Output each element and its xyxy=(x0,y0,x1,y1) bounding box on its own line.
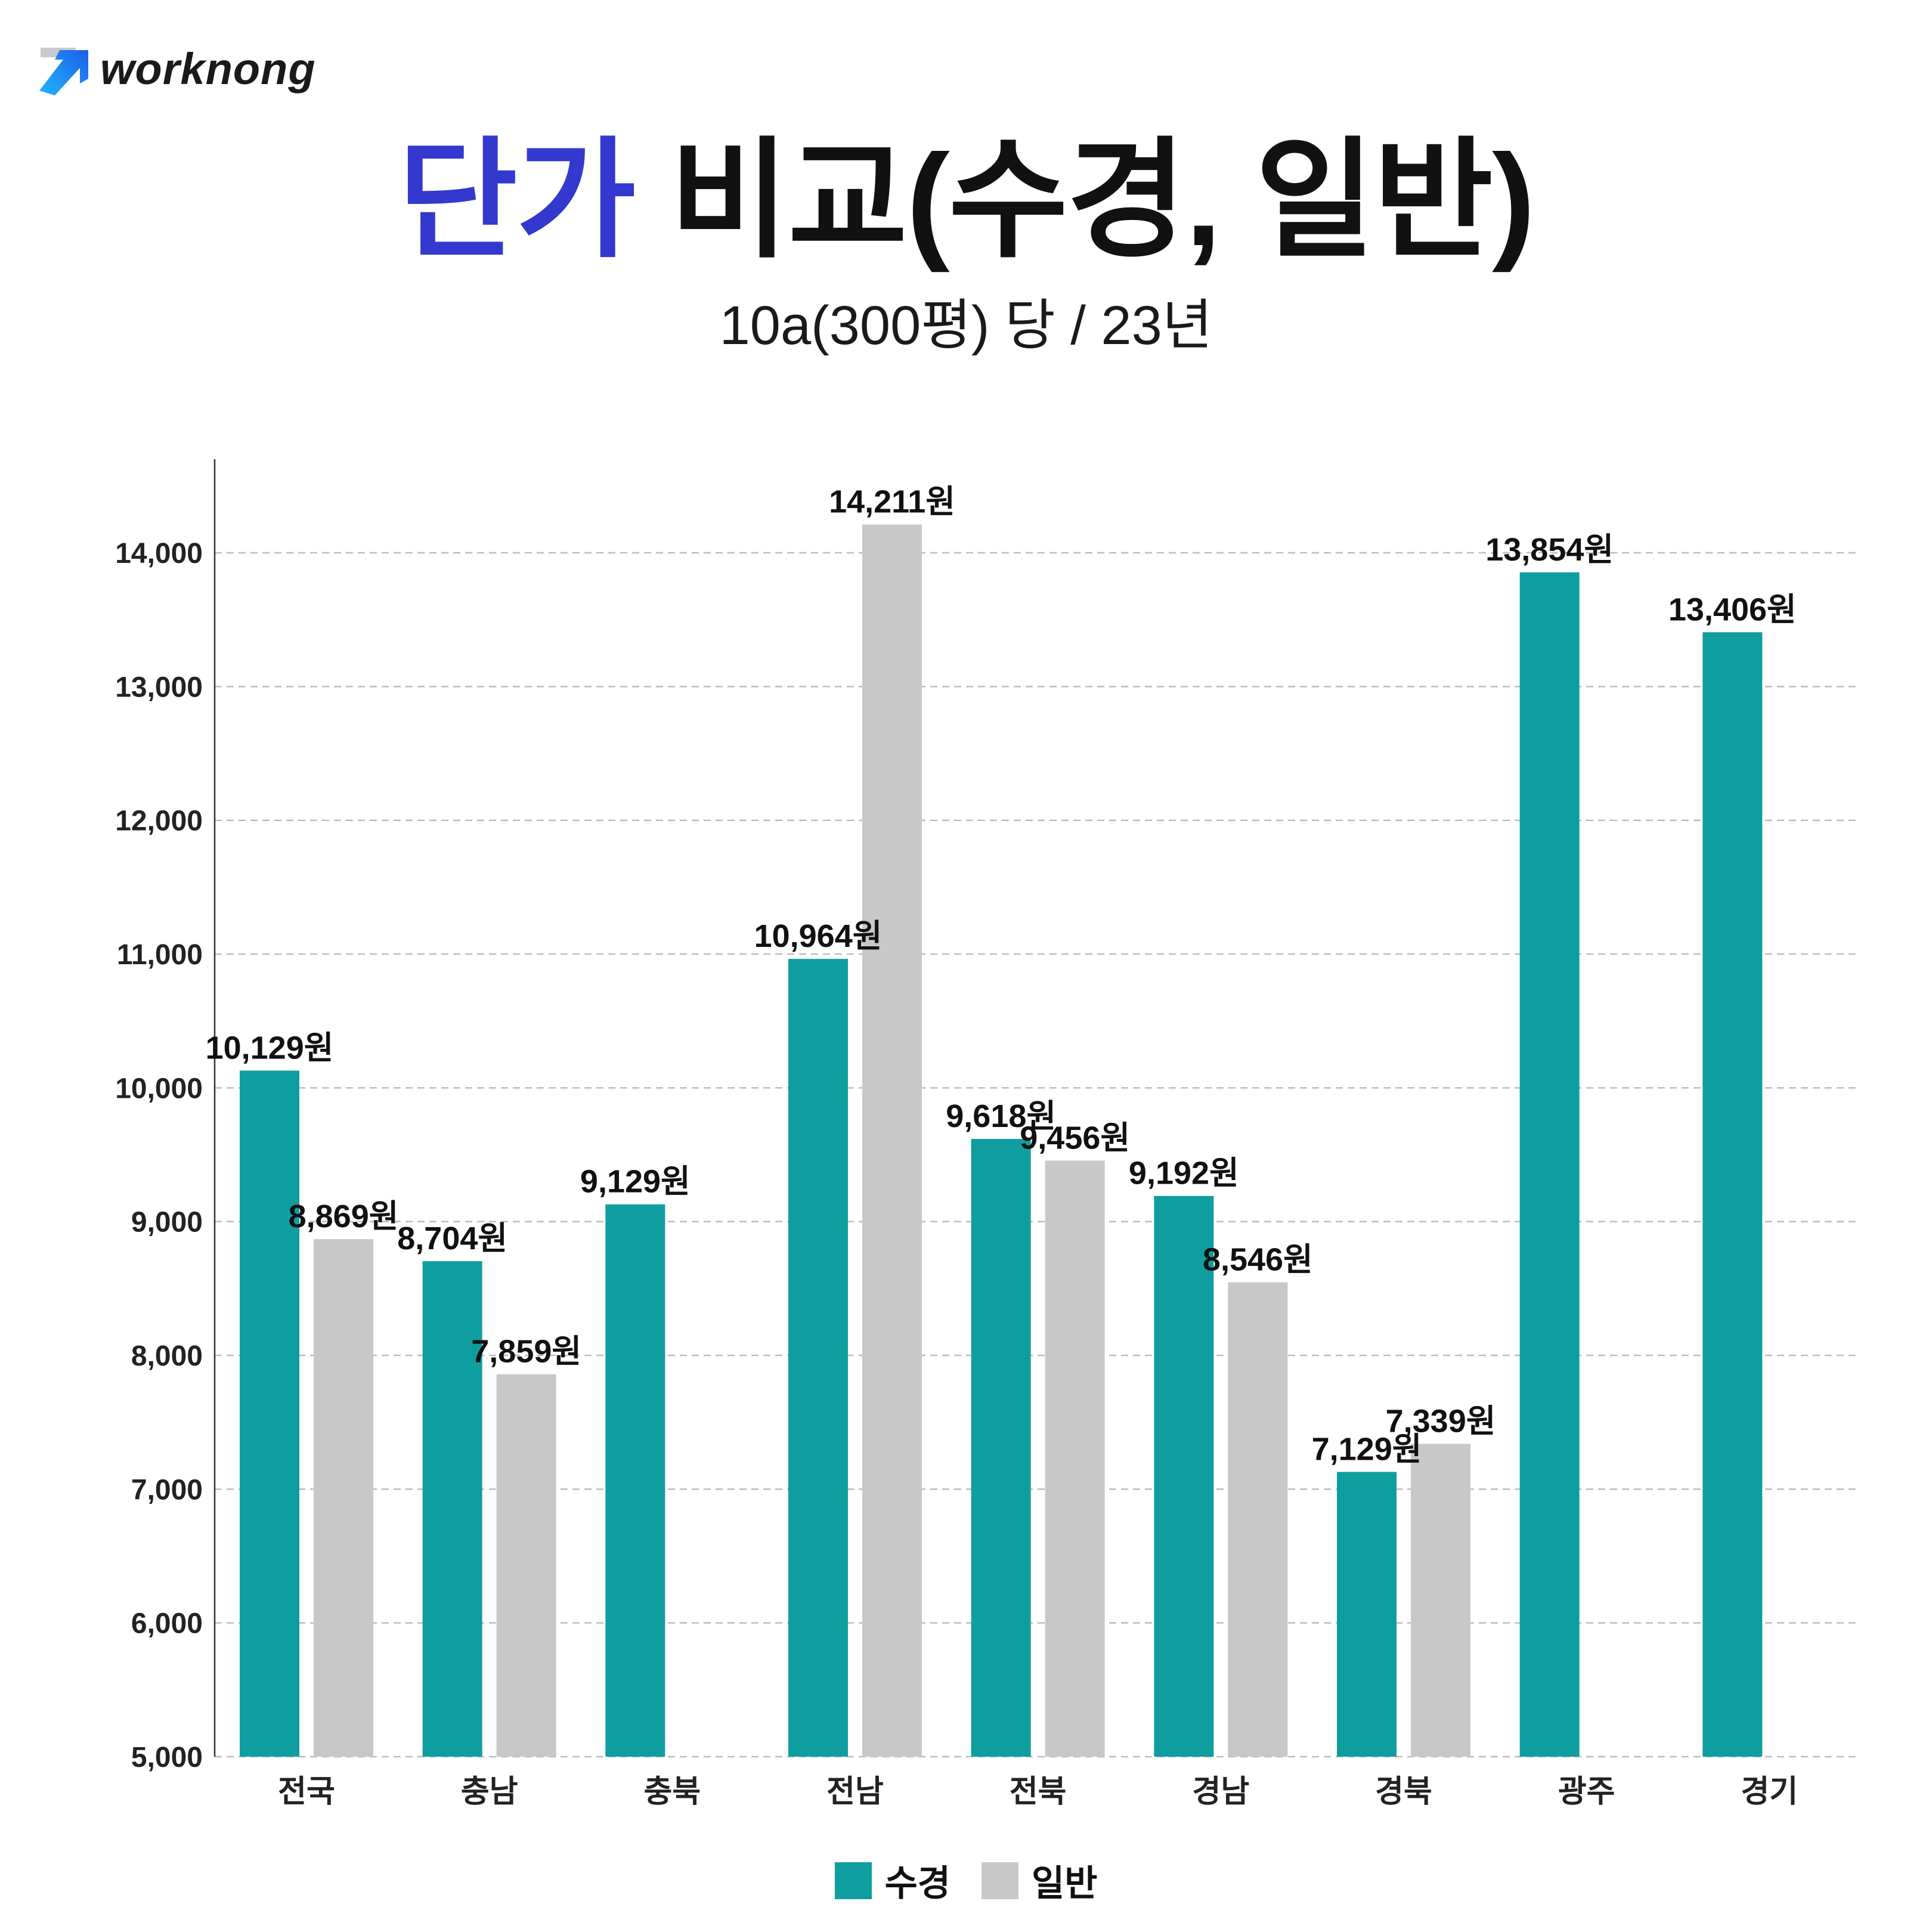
legend-label-hydroponic: 수경 xyxy=(884,1863,950,1903)
data-label: 8,869원 xyxy=(289,1199,399,1234)
x-tick-label: 전남 xyxy=(826,1775,884,1809)
y-tick-label: 11,000 xyxy=(117,939,203,971)
x-tick-label: 경남 xyxy=(1192,1775,1249,1809)
legend-item-general: 일반 xyxy=(982,1854,1097,1906)
data-label: 8,546원 xyxy=(1203,1242,1313,1278)
data-label: 7,339원 xyxy=(1386,1403,1496,1439)
bar-general-3 xyxy=(862,524,922,1757)
y-tick-label: 9,000 xyxy=(131,1207,203,1239)
bar-hydroponic-0 xyxy=(240,1070,299,1757)
data-label: 13,406원 xyxy=(1668,592,1797,627)
data-label: 9,192원 xyxy=(1129,1156,1239,1191)
bar-hydroponic-2 xyxy=(605,1204,665,1757)
bar-hydroponic-1 xyxy=(422,1261,482,1757)
data-label: 9,618원 xyxy=(946,1098,1056,1134)
legend: 수경 일반 xyxy=(0,1854,1932,1906)
y-tick-label: 12,000 xyxy=(115,806,203,837)
page-subtitle: 10a(300평) 당 / 23년 xyxy=(719,295,1213,356)
x-tick-label: 전북 xyxy=(1010,1775,1067,1809)
data-label: 9,456원 xyxy=(1020,1120,1130,1156)
data-label: 7,129원 xyxy=(1312,1431,1422,1467)
bar-general-4 xyxy=(1045,1160,1105,1757)
bar-general-6 xyxy=(1411,1444,1470,1757)
page-title: 단가 비교(수경, 일반) xyxy=(0,136,1932,266)
legend-swatch-hydroponic xyxy=(834,1862,872,1899)
y-tick-label: 13,000 xyxy=(115,671,203,703)
bar-hydroponic-7 xyxy=(1519,572,1580,1757)
data-label: 10,129원 xyxy=(206,1030,334,1066)
logo: worknong xyxy=(37,42,316,95)
y-tick-label: 14,000 xyxy=(115,538,203,569)
bar-hydroponic-5 xyxy=(1154,1196,1214,1757)
y-tick-label: 7,000 xyxy=(131,1474,203,1506)
logo-text: worknong xyxy=(100,44,316,94)
x-tick-label: 충북 xyxy=(643,1775,701,1809)
y-tick-label: 8,000 xyxy=(131,1340,203,1372)
data-label: 13,854원 xyxy=(1485,532,1614,568)
x-tick-label: 광주 xyxy=(1558,1775,1615,1809)
data-label: 7,859원 xyxy=(471,1334,581,1370)
y-tick-label: 10,000 xyxy=(115,1073,203,1104)
title-accent: 단가 xyxy=(398,128,636,273)
bar-general-1 xyxy=(496,1374,556,1757)
x-tick-label: 충남 xyxy=(461,1775,518,1809)
bar-hydroponic-3 xyxy=(788,959,848,1757)
bar-hydroponic-8 xyxy=(1702,632,1763,1757)
data-label: 14,211원 xyxy=(829,484,955,520)
bar-general-5 xyxy=(1228,1282,1288,1757)
y-tick-label: 5,000 xyxy=(131,1742,203,1773)
bar-hydroponic-6 xyxy=(1337,1472,1397,1757)
legend-swatch-general xyxy=(982,1862,1018,1899)
legend-item-hydroponic: 수경 xyxy=(834,1854,950,1906)
data-label: 8,704원 xyxy=(397,1221,507,1256)
bar-hydroponic-4 xyxy=(971,1139,1031,1757)
y-tick-label: 6,000 xyxy=(131,1608,203,1640)
bar-general-0 xyxy=(314,1239,373,1757)
data-label: 10,964원 xyxy=(754,918,883,954)
data-label: 9,129원 xyxy=(580,1164,691,1200)
x-tick-label: 전국 xyxy=(278,1775,335,1809)
worknong-logo-icon xyxy=(39,48,88,95)
legend-label-general: 일반 xyxy=(1032,1863,1098,1903)
title-rest: 비교(수경, 일반) xyxy=(634,128,1535,273)
x-tick-label: 경기 xyxy=(1741,1775,1798,1809)
x-tick-label: 경북 xyxy=(1375,1775,1432,1809)
